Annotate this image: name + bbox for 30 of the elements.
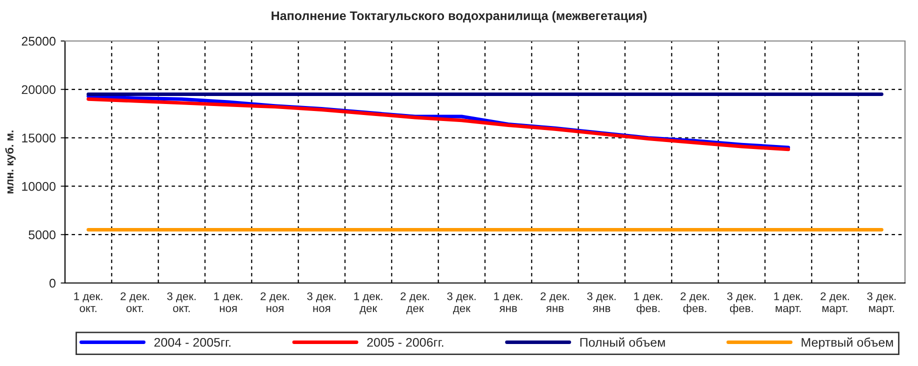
x-tick-label: 2 дек. фев. [680, 292, 709, 314]
x-tick-label: 1 дек. янв [494, 292, 522, 312]
x-tick-label: 3 дек. март. [867, 292, 896, 314]
x-tick-label: 1 дек. дек [354, 292, 382, 314]
x-tick-label: 3 дек. дек [447, 292, 476, 314]
legend-label: Мертвый объем [802, 337, 893, 350]
x-tick-label: 2 дек. янв [540, 292, 569, 312]
y-axis-title: млн. куб. м. [5, 130, 16, 194]
y-tick-label: 15000 [22, 134, 56, 142]
legend-label: Полный объем [580, 337, 665, 347]
y-tick-label: 25000 [22, 36, 56, 46]
y-tick-label: 20000 [22, 85, 56, 94]
x-tick-label: 1 дек. окт. [74, 292, 102, 312]
x-tick-label: 3 дек. ноя [307, 292, 336, 312]
y-tick-label: 10000 [22, 182, 56, 191]
y-tick-label: 5000 [28, 230, 56, 240]
x-tick-label: 1 дек. ноя [214, 292, 242, 312]
x-tick-label: 2 дек. март. [820, 292, 849, 314]
legend-label: 2005 - 2006гг. [367, 338, 444, 347]
legend-label: 2004 - 2005гг. [154, 338, 230, 347]
x-tick-label: 2 дек. дек [400, 292, 429, 314]
x-tick-label: 3 дек. окт. [167, 292, 196, 312]
y-tick-label: 0 [50, 278, 56, 288]
chart-title: Наполнение Токтагульского водохранилища (межвегетация) [272, 10, 647, 23]
x-tick-label: 2 дек. ноя [260, 292, 289, 312]
x-tick-label: 3 дек. фев. [727, 292, 756, 314]
x-tick-label: 2 дек. окт. [120, 292, 149, 312]
x-tick-label: 3 дек. янв [587, 292, 616, 312]
x-tick-label: 1 дек. март. [774, 292, 802, 314]
x-tick-label: 1 дек. фев. [634, 292, 662, 314]
